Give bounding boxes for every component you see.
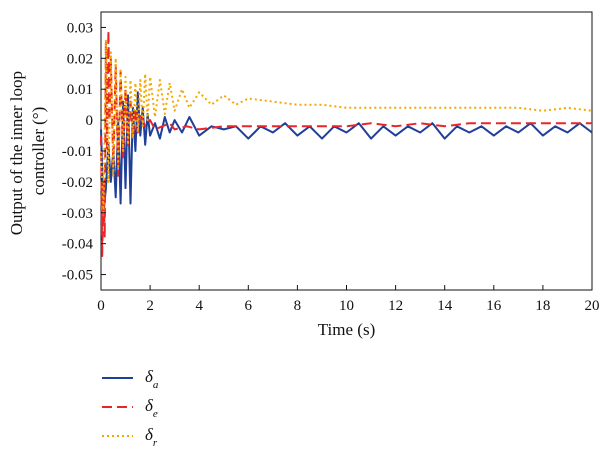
y-tick-label: 0.02 [67, 51, 93, 67]
y-tick-label: 0.01 [67, 82, 93, 98]
legend-subscript: e [153, 408, 158, 420]
x-tick-label: 4 [195, 298, 203, 314]
y-axis-label-line-1: Output of the inner loop [7, 71, 26, 235]
x-axis-ticks: 0 2 4 6 8 10 12 14 16 18 20 [97, 285, 600, 314]
legend-label: δr [145, 425, 158, 449]
x-tick-label: 8 [294, 298, 302, 314]
y-tick-label: -0.02 [62, 175, 93, 191]
legend: δa δe δr [102, 367, 159, 449]
legend-subscript: a [153, 379, 159, 391]
plot-area: 0 2 4 6 8 10 12 14 16 18 20 -0.05-0.04-0.03-0.02-0… [62, 11, 600, 314]
x-tick-label: 20 [585, 298, 600, 314]
x-tick-label: 6 [245, 298, 253, 314]
series-line-a [100, 91, 593, 214]
legend-item-e: δe [102, 396, 158, 420]
series-line-e [100, 29, 592, 257]
legend-label: δe [145, 396, 158, 420]
series-layer [100, 29, 593, 257]
y-tick-label: -0.03 [62, 206, 93, 222]
y-tick-label: 0.03 [67, 20, 93, 36]
x-tick-label: 0 [97, 298, 105, 314]
legend-item-a: δa [102, 367, 159, 391]
y-tick-label: -0.05 [62, 268, 93, 284]
x-tick-label: 10 [339, 298, 354, 314]
y-tick-label: -0.01 [62, 144, 93, 160]
legend-subscript: r [153, 437, 158, 449]
x-axis-label: Time (s) [318, 320, 375, 339]
y-tick-label: -0.04 [62, 237, 94, 253]
legend-label: δa [145, 367, 159, 391]
x-tick-label: 16 [486, 298, 502, 314]
y-axis-label: Output of the inner loop controller (°) [7, 67, 48, 236]
plot-frame [100, 11, 593, 291]
x-tick-label: 2 [146, 298, 154, 314]
y-axis-ticks: -0.05 -0.04 -0.03 -0.02 -0.01 0 0.01 0.02 0.03 [62, 20, 106, 284]
series-line-r [100, 38, 593, 214]
x-tick-label: 14 [437, 298, 453, 314]
x-tick-label: 18 [535, 298, 550, 314]
y-axis-label-line-2: controller (°) [29, 107, 48, 195]
legend-item-r: δr [102, 425, 158, 449]
y-tick-label: 0 [86, 113, 94, 129]
x-tick-label: 12 [388, 298, 403, 314]
